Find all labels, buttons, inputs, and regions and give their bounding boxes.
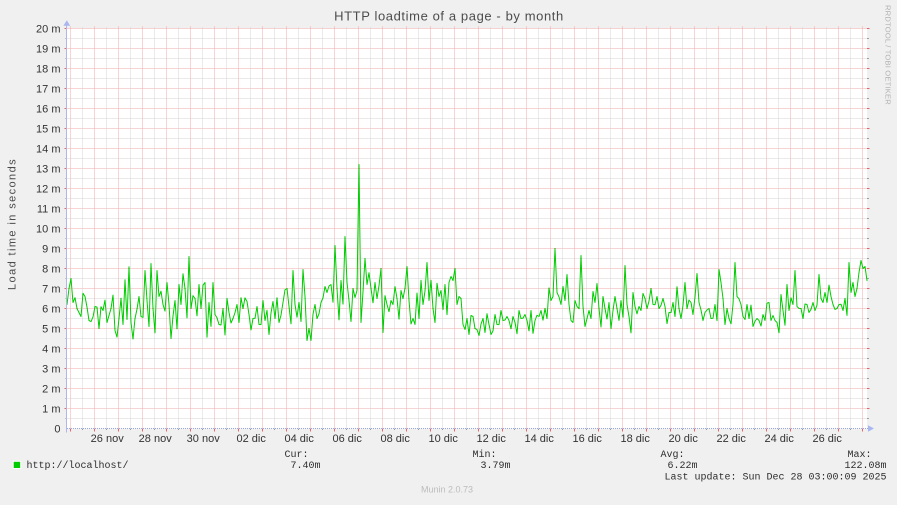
svg-text:1 m: 1 m [42,404,60,416]
svg-text:0: 0 [54,424,60,436]
svg-text:26 dic: 26 dic [813,433,843,445]
svg-text:2 m: 2 m [42,384,60,396]
svg-text:9 m: 9 m [42,244,60,256]
svg-text:14 dic: 14 dic [525,433,555,445]
svg-text:08 dic: 08 dic [381,433,411,445]
svg-text:20 dic: 20 dic [669,433,699,445]
svg-text:6.22m: 6.22m [667,461,697,472]
svg-text:7 m: 7 m [42,284,60,296]
svg-text:Last update: Sun Dec 28 03:00:: Last update: Sun Dec 28 03:00:09 2025 [664,472,886,484]
svg-text:11 m: 11 m [37,204,61,216]
svg-text:Munin 2.0.73: Munin 2.0.73 [421,485,473,495]
svg-text:19 m: 19 m [36,44,60,56]
svg-text:6 m: 6 m [42,304,60,316]
svg-text:06 dic: 06 dic [333,433,363,445]
svg-text:13 m: 13 m [36,164,60,176]
svg-text:15 m: 15 m [36,124,60,136]
svg-text:Cur:: Cur: [284,450,308,461]
svg-text:20 m: 20 m [36,24,60,36]
svg-text:18 m: 18 m [36,64,60,76]
svg-text:16 dic: 16 dic [573,433,603,445]
svg-text:12 dic: 12 dic [477,433,507,445]
svg-text:12 m: 12 m [36,184,60,196]
svg-text:RRDTOOL / TOBI OETIKER: RRDTOOL / TOBI OETIKER [884,5,893,105]
svg-text:7.40m: 7.40m [290,461,320,472]
svg-text:30 nov: 30 nov [187,433,221,445]
svg-text:5 m: 5 m [42,324,60,336]
svg-text:22 dic: 22 dic [717,433,747,445]
svg-text:02 dic: 02 dic [237,433,267,445]
svg-text:HTTP loadtime of a page - by m: HTTP loadtime of a page - by month [334,9,564,24]
svg-text:Load time in seconds: Load time in seconds [7,158,19,290]
svg-text:16 m: 16 m [36,104,60,116]
svg-text:Max:: Max: [847,450,871,461]
svg-text:8 m: 8 m [42,264,60,276]
svg-text:17 m: 17 m [36,84,60,96]
svg-text:18 dic: 18 dic [621,433,651,445]
svg-text:3 m: 3 m [42,364,60,376]
svg-text:10 m: 10 m [36,224,60,236]
svg-text:04 dic: 04 dic [285,433,315,445]
svg-text:26 nov: 26 nov [91,433,125,445]
svg-text:28 nov: 28 nov [139,433,173,445]
svg-text:122.08m: 122.08m [844,461,886,472]
svg-text:14 m: 14 m [36,144,60,156]
svg-text:http://localhost/: http://localhost/ [27,460,129,472]
svg-text:3.79m: 3.79m [480,461,510,472]
svg-text:4 m: 4 m [42,344,60,356]
svg-text:Min:: Min: [472,449,496,461]
svg-text:10 dic: 10 dic [429,433,459,445]
svg-text:Avg:: Avg: [660,450,684,461]
svg-text:24 dic: 24 dic [765,433,795,445]
